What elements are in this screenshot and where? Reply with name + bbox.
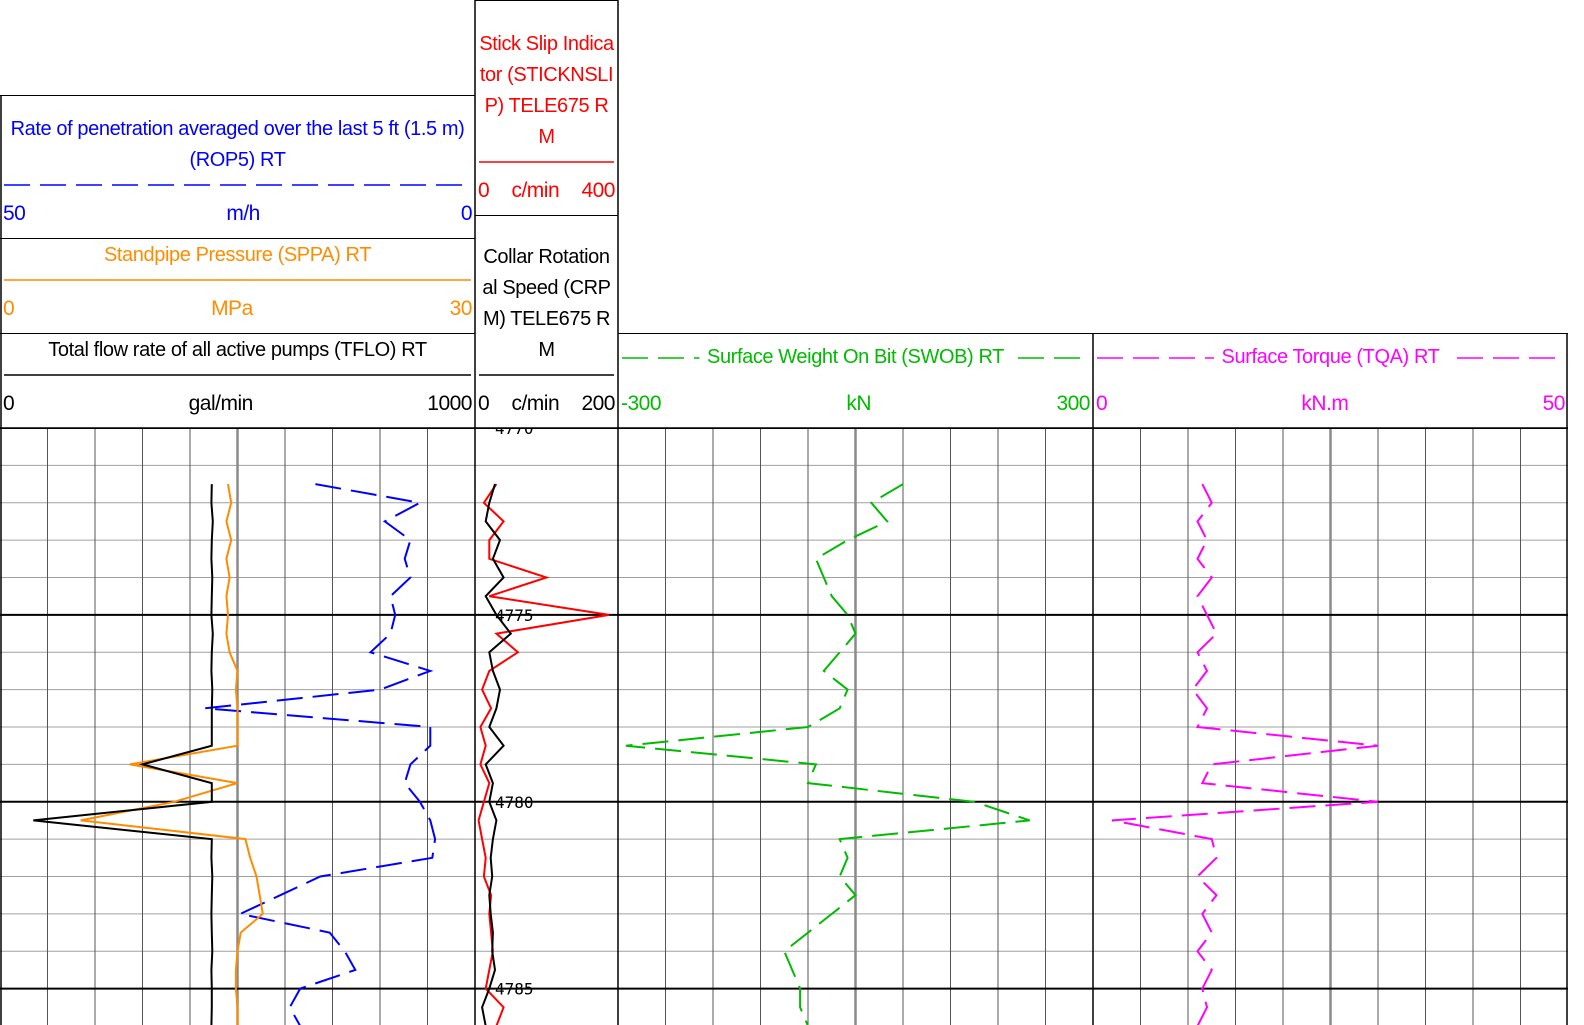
header-line-sample <box>4 279 471 281</box>
scale-row: 0 c/min 400 <box>475 167 618 215</box>
scale-right: 400 <box>581 179 615 202</box>
scale-unit: c/min <box>511 392 560 415</box>
scale-right: 200 <box>581 392 615 415</box>
scale-left: 0 <box>3 297 15 320</box>
log-curve <box>1111 483 1379 1025</box>
scale-right: 50 <box>1542 392 1566 416</box>
scale-row: 0 c/min 200 <box>475 380 618 428</box>
header-line-sample <box>479 161 614 163</box>
depth-label: 4785 <box>495 980 534 999</box>
scale-left: 0 <box>3 392 15 415</box>
curve-header: Surface Weight On Bit (SWOB) RT -300 kN 300 <box>618 333 1093 428</box>
scale-row: 0 gal/min 1000 <box>0 380 475 428</box>
scale-unit: c/min <box>511 179 560 202</box>
scale-row: 0 MPa 30 <box>0 285 475 333</box>
header-top: Surface Torque (TQA) RT <box>1093 334 1568 381</box>
log-curve <box>625 483 1031 1025</box>
depth-label: 4775 <box>495 606 534 625</box>
header-top: Surface Weight On Bit (SWOB) RT <box>618 334 1093 381</box>
depth-label: 4780 <box>495 793 534 812</box>
scale-row: -300 kN 300 <box>618 381 1093 429</box>
curve-title: Collar Rotational Speed (CRPM) TELE675 R… <box>482 246 611 361</box>
scale-unit: m/h <box>226 202 260 225</box>
header-line-sample <box>479 374 614 376</box>
scale-unit: kN <box>846 392 872 416</box>
curve-header: Collar Rotational Speed (CRPM) TELE675 R… <box>475 215 618 428</box>
log-curve <box>33 484 214 1025</box>
scale-unit: MPa <box>211 297 253 320</box>
curve-title: Surface Weight On Bit (SWOB) RT <box>699 342 1012 373</box>
curve-title: Surface Torque (TQA) RT <box>1213 342 1448 373</box>
scale-left: 0 <box>1096 392 1108 416</box>
curve-header: Total flow rate of all active pumps (TFL… <box>0 333 475 428</box>
curve-title: Standpipe Pressure (SPPA) RT <box>103 244 372 266</box>
header-line-sample <box>4 374 471 376</box>
log-curve <box>80 483 264 1025</box>
curve-header: Stick Slip Indicator (STICKNSLIP) TELE67… <box>475 0 618 215</box>
log-curve <box>481 483 513 1025</box>
scale-right: 1000 <box>427 392 472 415</box>
scale-left: 0 <box>478 392 490 415</box>
curve-header: Surface Torque (TQA) RT 0 kN.m 50 <box>1093 333 1568 428</box>
curve-title: Stick Slip Indicator (STICKNSLIP) TELE67… <box>479 33 614 148</box>
curve-header: Rate of penetration averaged over the la… <box>0 95 475 238</box>
scale-left: 50 <box>3 202 26 225</box>
scale-right: 0 <box>460 202 473 225</box>
scale-unit: kN.m <box>1301 392 1349 416</box>
curve-title: Rate of penetration averaged over the la… <box>10 118 465 171</box>
scale-unit: gal/min <box>188 392 254 415</box>
scale-right: 30 <box>449 297 473 320</box>
scale-left: -300 <box>621 392 662 416</box>
log-curve <box>477 483 610 1025</box>
header-line-sample <box>4 184 471 186</box>
scale-row: 0 kN.m 50 <box>1093 381 1568 429</box>
scale-right: 300 <box>1056 392 1090 416</box>
log-curve <box>205 483 437 1025</box>
curve-header: Standpipe Pressure (SPPA) RT 0 MPa 30 <box>0 238 475 333</box>
grid: 4770 4775 4780 4785 <box>0 419 1568 1025</box>
scale-left: 0 <box>478 179 490 202</box>
curves <box>33 483 1379 1025</box>
scale-row: 50 m/h 0 <box>0 190 475 238</box>
curve-title: Total flow rate of all active pumps (TFL… <box>48 339 427 361</box>
depth-label: 4770 <box>495 419 534 438</box>
